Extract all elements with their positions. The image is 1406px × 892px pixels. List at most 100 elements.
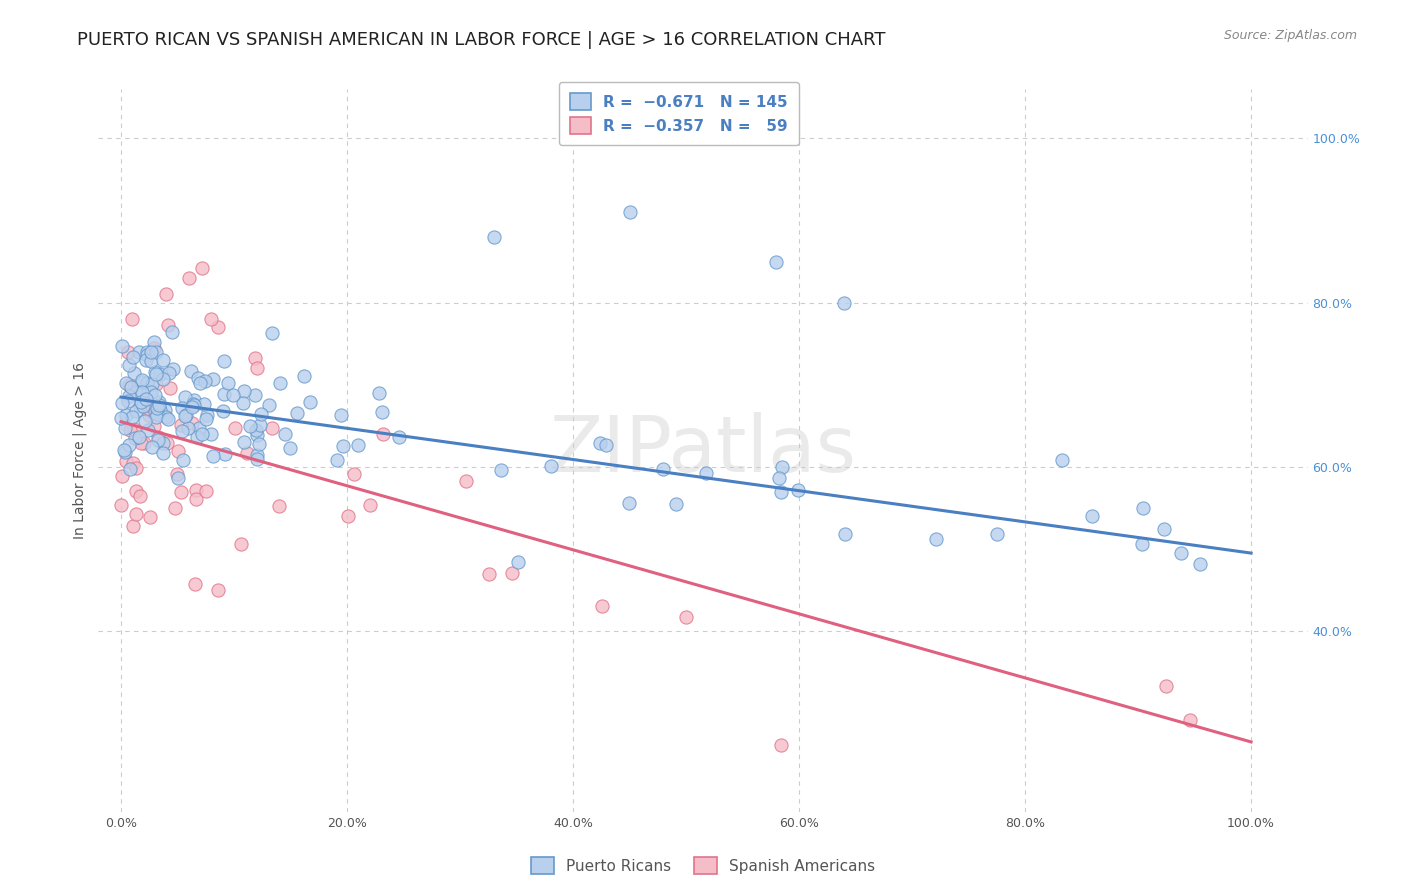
- Point: [924, 532, 946, 546]
- Point: [770, 485, 793, 500]
- Point: [136, 423, 159, 437]
- Point: [832, 295, 855, 310]
- Y-axis label: In Labor Force | Age > 16: In Labor Force | Age > 16: [73, 362, 87, 539]
- Point: [229, 537, 252, 551]
- Point: [214, 447, 236, 461]
- Point: [292, 368, 315, 383]
- Point: [269, 376, 291, 390]
- Point: [141, 384, 163, 399]
- Point: [262, 326, 284, 341]
- Point: [136, 376, 159, 391]
- Point: [619, 205, 641, 219]
- Point: [139, 510, 162, 524]
- Point: [174, 408, 197, 422]
- Point: [152, 352, 174, 367]
- Point: [124, 461, 146, 475]
- Point: [135, 353, 157, 368]
- Point: [236, 446, 259, 460]
- Point: [540, 458, 562, 473]
- Point: [250, 407, 273, 421]
- Point: [332, 439, 354, 453]
- Point: [118, 377, 141, 392]
- Point: [170, 417, 193, 432]
- Point: [159, 381, 181, 395]
- Point: [330, 409, 353, 423]
- Text: PUERTO RICAN VS SPANISH AMERICAN IN LABOR FORCE | AGE > 16 CORRELATION CHART: PUERTO RICAN VS SPANISH AMERICAN IN LABO…: [77, 31, 886, 49]
- Point: [589, 436, 612, 450]
- Point: [143, 388, 166, 402]
- Point: [243, 387, 266, 401]
- Point: [195, 412, 218, 426]
- Point: [1154, 679, 1177, 693]
- Point: [118, 359, 141, 373]
- Point: [247, 437, 270, 451]
- Point: [233, 384, 256, 399]
- Point: [233, 435, 256, 450]
- Point: [129, 436, 152, 450]
- Point: [506, 555, 529, 569]
- Point: [180, 364, 202, 378]
- Point: [162, 362, 184, 376]
- Point: [149, 402, 172, 417]
- Point: [456, 474, 478, 488]
- Point: [170, 401, 193, 416]
- Point: [153, 402, 176, 417]
- Point: [186, 430, 208, 444]
- Point: [259, 398, 281, 412]
- Point: [591, 599, 613, 614]
- Point: [120, 379, 142, 393]
- Point: [129, 395, 152, 409]
- Point: [359, 498, 381, 512]
- Point: [619, 496, 641, 510]
- Point: [177, 271, 200, 285]
- Point: [770, 460, 793, 475]
- Point: [834, 527, 856, 541]
- Point: [768, 471, 790, 485]
- Point: [183, 577, 205, 591]
- Legend: Puerto Ricans, Spanish Americans: Puerto Ricans, Spanish Americans: [524, 851, 882, 880]
- Point: [194, 484, 217, 499]
- Point: [249, 417, 271, 432]
- Point: [191, 261, 214, 276]
- Point: [1178, 713, 1201, 727]
- Point: [125, 384, 148, 399]
- Point: [245, 448, 267, 462]
- Point: [174, 390, 197, 404]
- Point: [152, 372, 174, 386]
- Point: [388, 430, 411, 444]
- Point: [986, 526, 1008, 541]
- Point: [121, 350, 143, 364]
- Point: [221, 388, 243, 402]
- Point: [167, 443, 190, 458]
- Point: [201, 450, 224, 464]
- Point: [212, 387, 235, 401]
- Point: [224, 421, 246, 435]
- Point: [142, 419, 165, 434]
- Point: [170, 424, 193, 438]
- Point: [111, 396, 134, 410]
- Point: [139, 403, 162, 417]
- Point: [155, 287, 177, 301]
- Point: [232, 396, 254, 410]
- Legend: R =  −0.671   N = 145, R =  −0.357   N =   59: R = −0.671 N = 145, R = −0.357 N = 59: [560, 82, 799, 145]
- Point: [145, 344, 167, 359]
- Point: [786, 483, 808, 497]
- Point: [148, 395, 170, 409]
- Point: [122, 519, 145, 533]
- Point: [337, 508, 360, 523]
- Point: [135, 392, 157, 407]
- Point: [1050, 453, 1073, 467]
- Point: [120, 462, 142, 476]
- Point: [117, 344, 139, 359]
- Point: [1153, 522, 1175, 536]
- Point: [200, 426, 222, 441]
- Point: [124, 422, 146, 436]
- Point: [165, 501, 187, 516]
- Point: [188, 376, 211, 390]
- Point: [765, 254, 787, 268]
- Point: [181, 397, 204, 411]
- Point: [184, 483, 207, 497]
- Point: [121, 409, 143, 424]
- Point: [152, 436, 174, 450]
- Point: [115, 376, 138, 391]
